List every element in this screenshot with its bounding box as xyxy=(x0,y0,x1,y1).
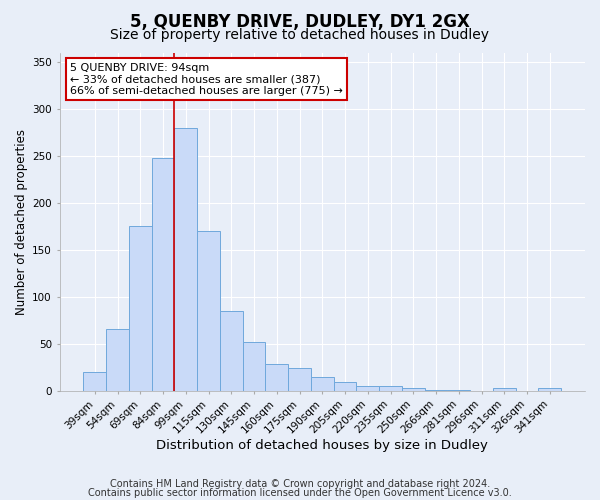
Text: 5, QUENBY DRIVE, DUDLEY, DY1 2GX: 5, QUENBY DRIVE, DUDLEY, DY1 2GX xyxy=(130,12,470,30)
Text: Contains HM Land Registry data © Crown copyright and database right 2024.: Contains HM Land Registry data © Crown c… xyxy=(110,479,490,489)
Bar xyxy=(334,382,356,391)
Bar xyxy=(83,372,106,391)
Y-axis label: Number of detached properties: Number of detached properties xyxy=(15,128,28,314)
Bar xyxy=(493,388,515,391)
Bar xyxy=(402,388,425,391)
Bar xyxy=(448,390,470,391)
Bar xyxy=(242,342,265,391)
Bar xyxy=(379,386,402,391)
Bar xyxy=(129,226,152,391)
Bar xyxy=(311,376,334,391)
Bar xyxy=(220,311,242,391)
Text: Size of property relative to detached houses in Dudley: Size of property relative to detached ho… xyxy=(110,28,490,42)
Bar xyxy=(265,364,288,391)
Bar xyxy=(152,158,175,391)
Bar xyxy=(197,231,220,391)
X-axis label: Distribution of detached houses by size in Dudley: Distribution of detached houses by size … xyxy=(157,440,488,452)
Text: Contains public sector information licensed under the Open Government Licence v3: Contains public sector information licen… xyxy=(88,488,512,498)
Bar xyxy=(175,128,197,391)
Bar xyxy=(106,329,129,391)
Bar xyxy=(425,390,448,391)
Bar xyxy=(356,386,379,391)
Bar xyxy=(288,368,311,391)
Text: 5 QUENBY DRIVE: 94sqm
← 33% of detached houses are smaller (387)
66% of semi-det: 5 QUENBY DRIVE: 94sqm ← 33% of detached … xyxy=(70,62,343,96)
Bar xyxy=(538,388,561,391)
